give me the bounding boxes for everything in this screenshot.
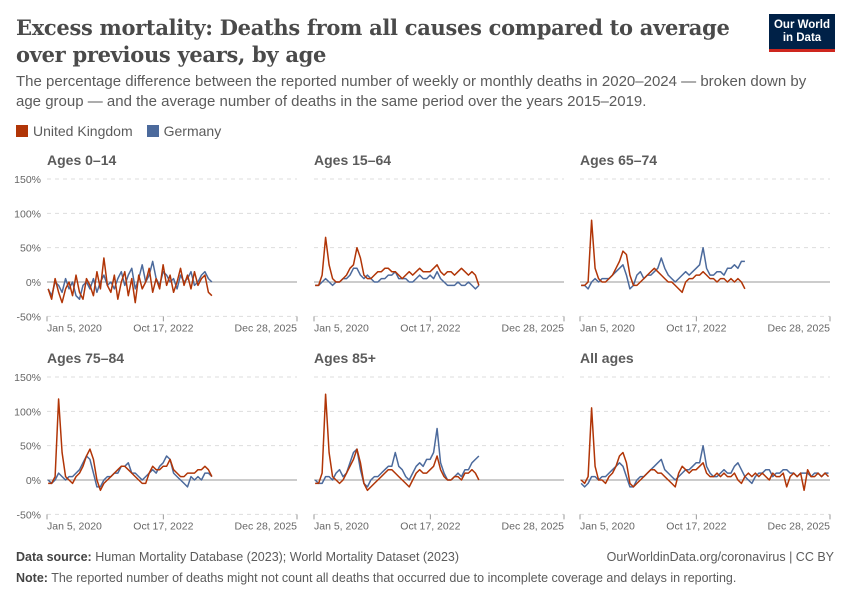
- y-tick-label: 150%: [14, 174, 41, 186]
- source-text: Human Mortality Database (2023); World M…: [95, 550, 460, 564]
- series-line-united-kingdom: [47, 257, 213, 304]
- legend-swatch-germany: [146, 125, 159, 137]
- y-tick-label: 50%: [20, 441, 41, 453]
- series-line-united-kingdom: [581, 219, 746, 294]
- panel-title: All ages: [580, 350, 634, 366]
- legend-item-germany[interactable]: Germany: [146, 123, 222, 139]
- panel-title: Ages 85+: [314, 350, 376, 366]
- x-tick-label: Oct 17, 2022: [666, 322, 726, 334]
- panel-6: All ages Jan 5, 2020 Oct 17, 2022 Dec 28, 2…: [579, 350, 831, 532]
- x-tick-label: Dec 28, 2025: [235, 520, 298, 532]
- series-line-united-kingdom: [315, 236, 480, 287]
- y-tick-label: 50%: [20, 243, 41, 255]
- legend-label-uk: United Kingdom: [33, 123, 133, 139]
- note-label: Note:: [16, 571, 48, 585]
- panel-title: Ages 0–14: [47, 152, 116, 168]
- series-line-united-kingdom: [48, 398, 213, 492]
- x-tick-label: Dec 28, 2025: [768, 322, 831, 334]
- y-tick-label: 100%: [14, 406, 41, 418]
- x-tick-label: Jan 5, 2020: [314, 322, 369, 334]
- owid-logo[interactable]: Our World in Data: [769, 14, 835, 52]
- series-line-united-kingdom: [315, 393, 480, 492]
- x-tick-label: Oct 17, 2022: [400, 322, 460, 334]
- series-line-germany: [47, 455, 213, 488]
- panel-2: Ages 15–64 Jan 5, 2020 Oct 17, 2022 Dec 28,…: [313, 152, 565, 334]
- y-tick-label: 0%: [26, 475, 41, 487]
- panel-title: Ages 65–74: [580, 152, 657, 168]
- series-line-germany: [315, 267, 480, 290]
- note-text: The reported number of deaths might not …: [51, 571, 737, 585]
- y-tick-label: -50%: [16, 509, 41, 521]
- data-source: Data source: Human Mortality Database (2…: [16, 547, 459, 568]
- y-tick-label: 0%: [26, 277, 41, 289]
- x-tick-label: Oct 17, 2022: [400, 520, 460, 532]
- series-line-germany: [580, 444, 829, 488]
- panel-5: Ages 85+ Jan 5, 2020 Oct 17, 2022 Dec 28, 2…: [313, 350, 565, 532]
- y-tick-label: -50%: [16, 311, 41, 323]
- x-tick-label: Jan 5, 2020: [580, 322, 635, 334]
- legend: United Kingdom Germany: [16, 123, 221, 139]
- source-url[interactable]: OurWorldinData.org/coronavirus | CC BY: [606, 550, 834, 564]
- legend-item-uk[interactable]: United Kingdom: [16, 123, 133, 139]
- x-tick-label: Oct 17, 2022: [133, 520, 193, 532]
- x-tick-label: Dec 28, 2025: [502, 322, 565, 334]
- panel-1: Ages 0–14 -50% 0% 50% 100% 150% Jan 5, 2020 Oct…: [14, 152, 298, 334]
- x-tick-label: Jan 5, 2020: [47, 520, 102, 532]
- series-line-germany: [314, 427, 480, 488]
- x-tick-label: Jan 5, 2020: [314, 520, 369, 532]
- panel-3: Ages 65–74 Jan 5, 2020 Oct 17, 2022 Dec 28,…: [579, 152, 831, 334]
- y-tick-label: 150%: [14, 372, 41, 384]
- panel-4: Ages 75–84 -50% 0% 50% 100% 150% Jan 5, 2020 Oc…: [14, 350, 298, 532]
- chart-title: Excess mortality: Deaths from all causes…: [16, 15, 730, 67]
- panel-title: Ages 75–84: [47, 350, 124, 366]
- x-tick-label: Dec 28, 2025: [768, 520, 831, 532]
- chart-subtitle: The percentage difference between the re…: [16, 73, 807, 110]
- x-tick-label: Oct 17, 2022: [133, 322, 193, 334]
- legend-label-germany: Germany: [163, 123, 222, 139]
- x-tick-label: Jan 5, 2020: [47, 322, 102, 334]
- footer: Data source: Human Mortality Database (2…: [16, 547, 834, 589]
- x-tick-label: Dec 28, 2025: [502, 520, 565, 532]
- legend-swatch-uk: [16, 125, 28, 137]
- x-tick-label: Oct 17, 2022: [666, 520, 726, 532]
- x-tick-label: Jan 5, 2020: [580, 520, 635, 532]
- y-tick-label: 100%: [14, 208, 41, 220]
- x-tick-label: Dec 28, 2025: [235, 322, 298, 334]
- source-label: Data source:: [16, 550, 92, 564]
- series-line-united-kingdom: [580, 407, 830, 492]
- panel-title: Ages 15–64: [314, 152, 391, 168]
